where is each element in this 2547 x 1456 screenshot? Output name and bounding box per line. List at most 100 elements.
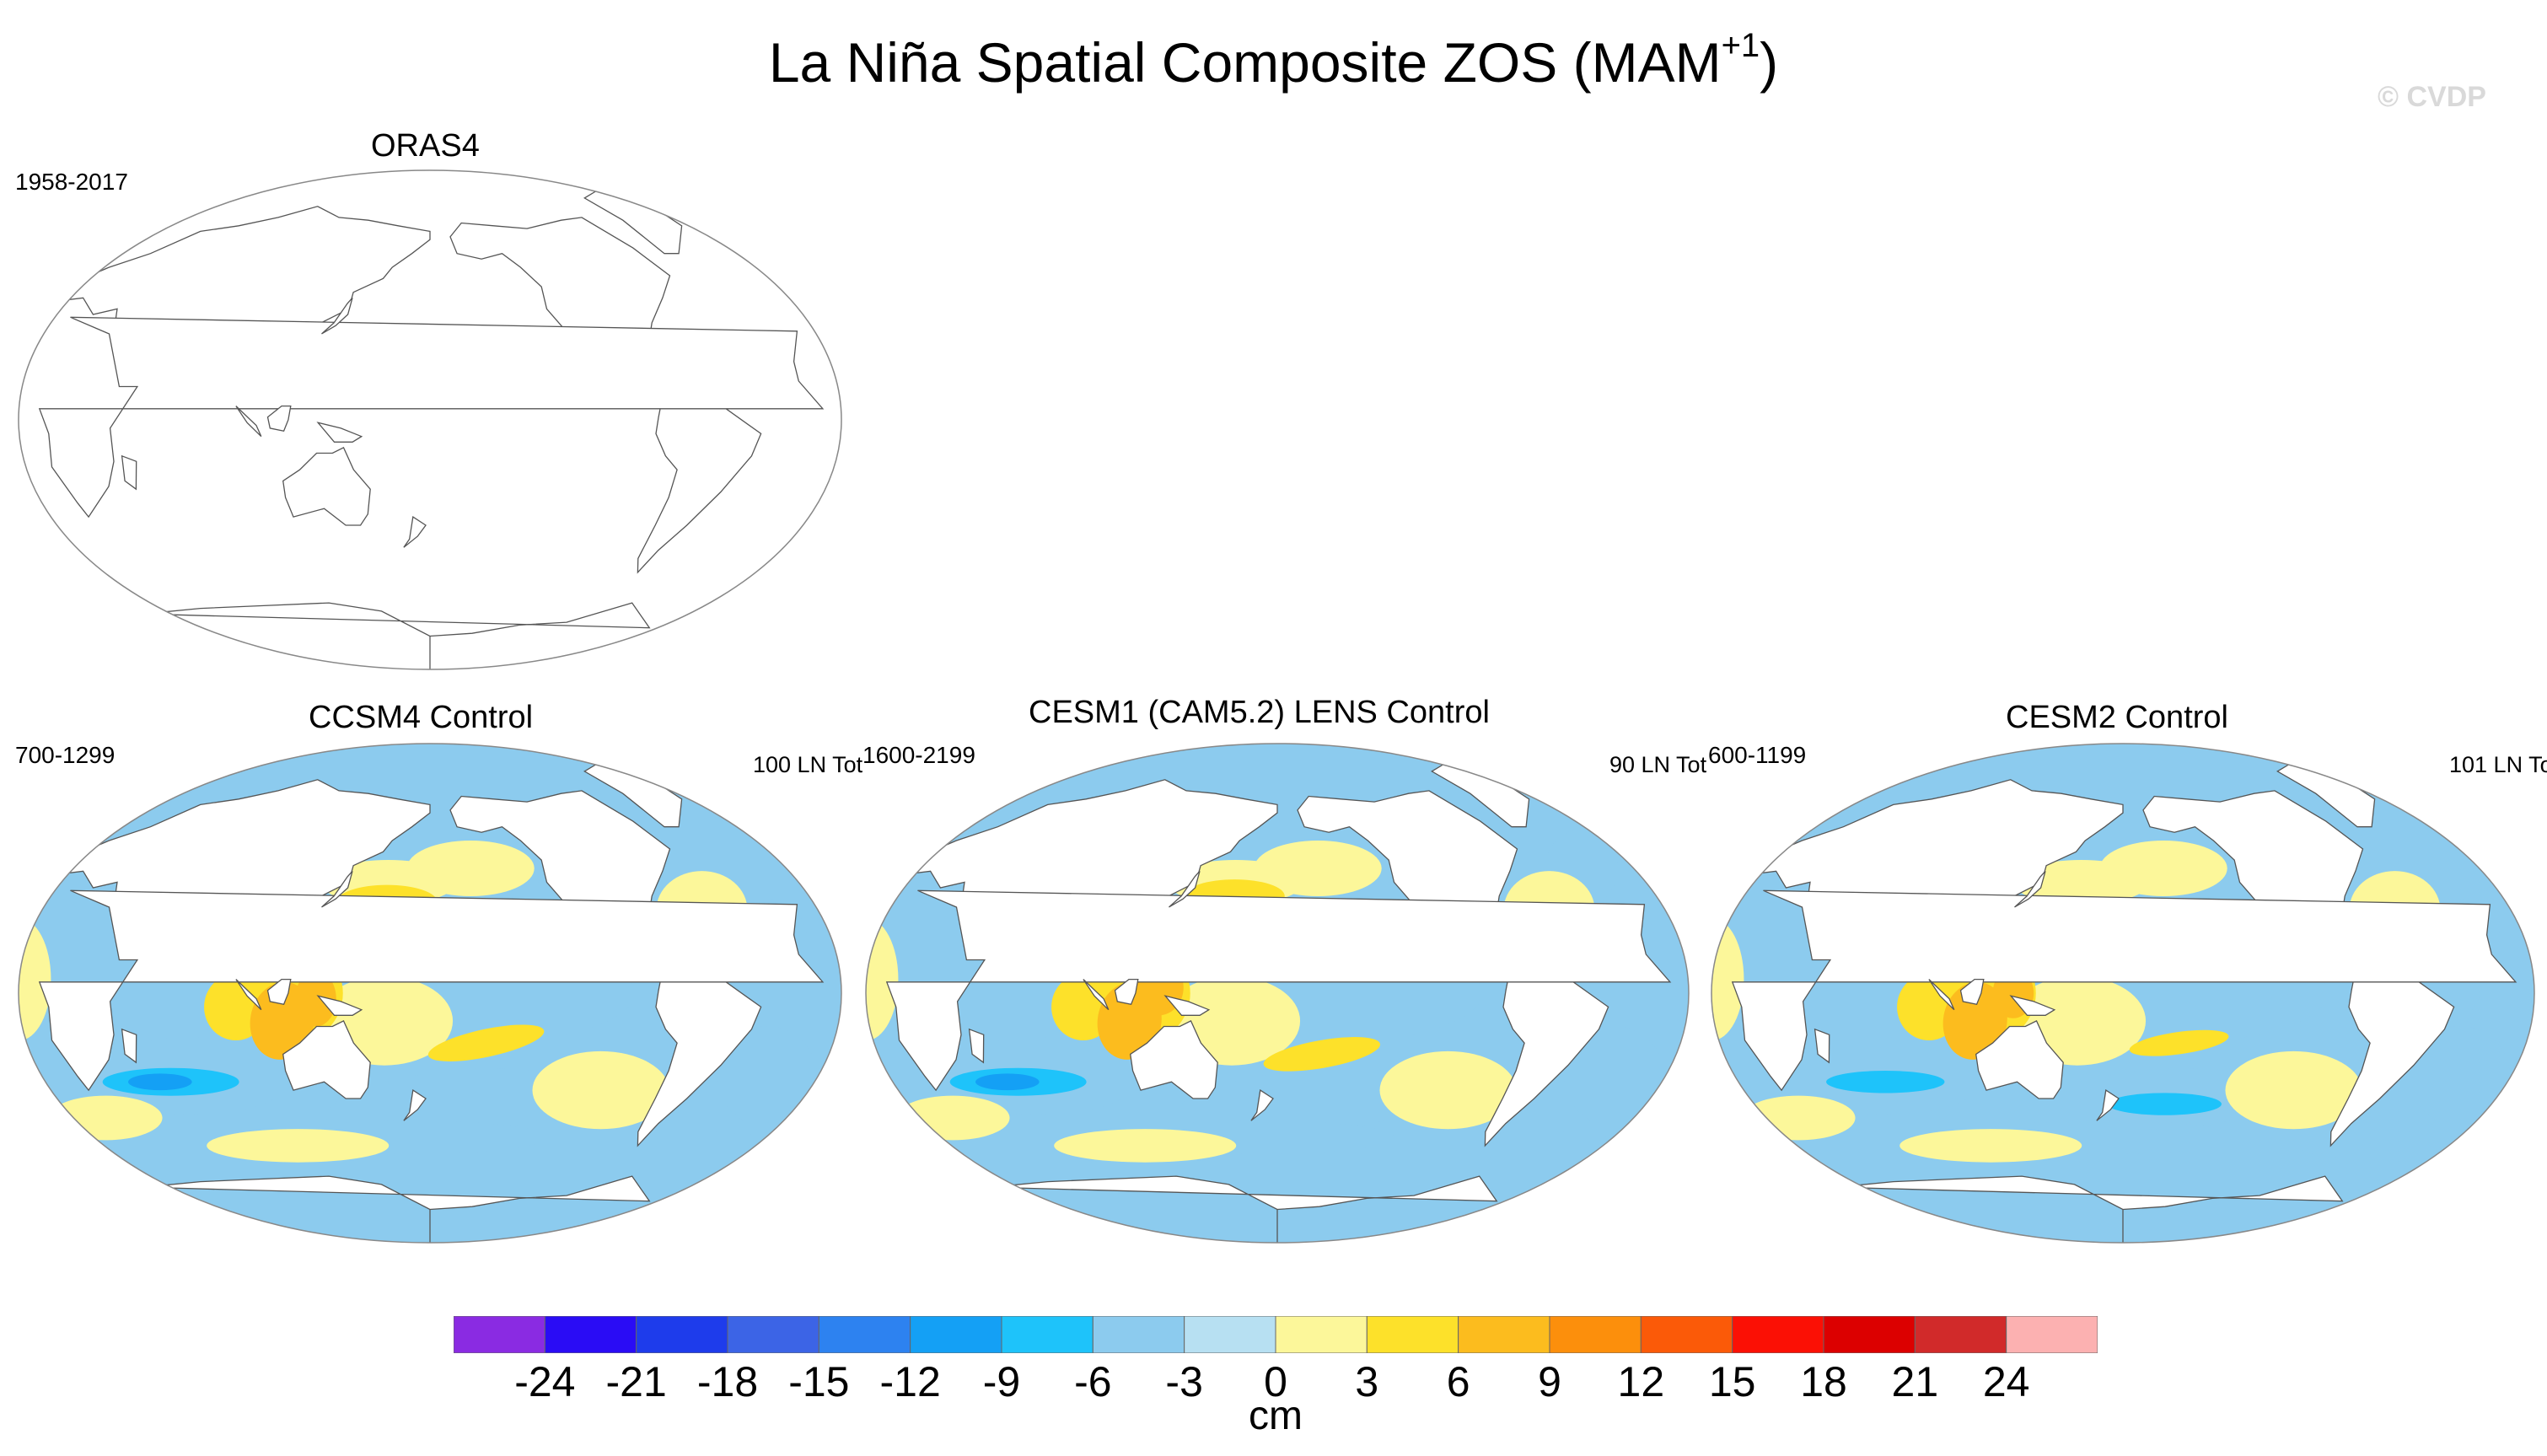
negative-anomaly-patch xyxy=(2296,1131,2479,1160)
australia-land xyxy=(1975,1020,2064,1099)
sumatra-land xyxy=(235,979,262,1011)
colorbar-tick-label: 9 xyxy=(1538,1358,1561,1405)
map-border xyxy=(1711,743,2535,1244)
colorbar-tick-label: 18 xyxy=(1800,1358,1847,1405)
positive-anomaly-patch xyxy=(48,1095,163,1141)
colorbar-segment xyxy=(1914,1316,2007,1353)
colorbar-tick-label: -15 xyxy=(788,1358,850,1405)
positive-anomaly-patch xyxy=(532,1050,669,1130)
positive-anomaly-patch xyxy=(2012,860,2150,905)
madagascar-land xyxy=(968,1028,985,1064)
africa-land xyxy=(38,316,825,518)
figure-title: La Niña Spatial Composite ZOS (MAM+1) xyxy=(768,27,1779,94)
colorbar-tick-label: -12 xyxy=(879,1358,941,1405)
negative-anomaly-patch xyxy=(717,1026,818,1127)
colorbar-tick-label: 21 xyxy=(1891,1358,1939,1405)
colorbar xyxy=(454,1316,2098,1353)
colorbar-segment xyxy=(1184,1316,1276,1353)
colorbar-tick-label: -24 xyxy=(514,1358,576,1405)
borneo-land xyxy=(1959,978,1985,1005)
positive-anomaly-patch xyxy=(2129,1029,2229,1056)
new-guinea-land xyxy=(1163,995,1211,1016)
panel-count-ccsm4: 100 LN Tot xyxy=(753,752,863,777)
new-zealand-land xyxy=(1250,1089,1274,1121)
colorbar-tick-label: 15 xyxy=(1708,1358,1756,1405)
colorbar-tick-label: 12 xyxy=(1617,1358,1665,1405)
positive-anomaly-patch xyxy=(207,1129,390,1163)
new-guinea-land xyxy=(316,422,363,443)
map-border xyxy=(865,743,1690,1244)
colorbar-tick-label: 24 xyxy=(1982,1358,2030,1405)
new-zealand-land xyxy=(2096,1089,2120,1121)
new-guinea-land xyxy=(2009,995,2056,1016)
positive-anomaly-patch xyxy=(1942,981,2007,1060)
australia-land xyxy=(282,447,371,526)
madagascar-land xyxy=(121,1028,137,1064)
positive-anomaly-patch xyxy=(1741,1095,1856,1141)
map-cesm2 xyxy=(1711,743,2535,1244)
new-zealand-land xyxy=(403,516,427,548)
colorbar-segment xyxy=(1732,1316,1824,1353)
japan-land xyxy=(321,297,353,335)
africa-land xyxy=(885,889,1672,1092)
borneo-land xyxy=(266,978,292,1005)
japan-land xyxy=(2014,870,2046,908)
map-border xyxy=(18,743,842,1244)
colorbar-segment xyxy=(2006,1316,2098,1353)
colorbar-tick-label: -6 xyxy=(1074,1358,1112,1405)
panel-period-oras4: 1958-2017 xyxy=(15,169,128,195)
map-border xyxy=(18,169,842,670)
positive-anomaly-patch xyxy=(2225,1050,2362,1130)
colorbar-segment xyxy=(1823,1316,1916,1353)
sumatra-land xyxy=(1083,979,1110,1011)
new-guinea-land xyxy=(316,995,363,1016)
borneo-land xyxy=(266,405,292,432)
africa-land xyxy=(1731,889,2517,1092)
positive-anomaly-patch xyxy=(1900,1129,2082,1163)
sumatra-land xyxy=(235,406,262,438)
panel-period-ccsm4: 700-1299 xyxy=(15,742,116,768)
colorbar-segment xyxy=(818,1316,911,1353)
panel-title-cesm1: CESM1 (CAM5.2) LENS Control xyxy=(1029,695,1490,730)
panel-title-ccsm4: CCSM4 Control xyxy=(309,700,534,735)
colorbar-tick-label: 0 xyxy=(1264,1358,1287,1405)
negative-anomaly-patch xyxy=(1826,1071,1945,1093)
panel-title-cesm2: CESM2 Control xyxy=(2006,700,2228,735)
colorbar-segment xyxy=(636,1316,728,1353)
panel-count-cesm1: 90 LN Tot xyxy=(1609,752,1707,777)
colorbar-segment xyxy=(1640,1316,1733,1353)
antarctica-land xyxy=(142,1175,651,1243)
colorbar-segment xyxy=(727,1316,819,1353)
map-cesm1 xyxy=(865,743,1690,1244)
positive-anomaly-patch xyxy=(1054,1129,1237,1163)
colorbar-segment xyxy=(1366,1316,1459,1353)
africa-land xyxy=(38,889,825,1092)
australia-land xyxy=(282,1020,371,1099)
colorbar-segment xyxy=(544,1316,637,1353)
colorbar-tick-label: -18 xyxy=(696,1358,759,1405)
madagascar-land xyxy=(121,454,137,491)
colorbar-segment xyxy=(1458,1316,1550,1353)
colorbar-segment xyxy=(1549,1316,1642,1353)
borneo-land xyxy=(1114,978,1139,1005)
madagascar-land xyxy=(1814,1028,1830,1064)
new-zealand-land xyxy=(403,1089,427,1121)
panel-period-cesm2: 600-1199 xyxy=(1708,742,1807,768)
japan-land xyxy=(1169,870,1201,908)
colorbar-tick-label: -9 xyxy=(982,1358,1021,1405)
negative-anomaly-patch xyxy=(603,1131,786,1160)
positive-anomaly-patch xyxy=(427,1024,545,1061)
antarctica-land xyxy=(990,1175,1498,1243)
colorbar-tick-label: -21 xyxy=(605,1358,667,1405)
colorbar-segment xyxy=(454,1316,545,1353)
positive-anomaly-patch xyxy=(895,1095,1010,1141)
colorbar-segment xyxy=(910,1316,1002,1353)
colorbar-segment xyxy=(1092,1316,1185,1353)
map-ccsm4 xyxy=(18,743,842,1244)
panel-period-cesm1: 1600-2199 xyxy=(862,742,975,768)
map-oras4 xyxy=(18,169,842,670)
panel-title-oras4: ORAS4 xyxy=(371,128,480,164)
positive-anomaly-patch xyxy=(1263,1037,1381,1072)
antarctica-land xyxy=(142,602,651,669)
panel-count-cesm2: 101 LN To xyxy=(2449,752,2547,777)
